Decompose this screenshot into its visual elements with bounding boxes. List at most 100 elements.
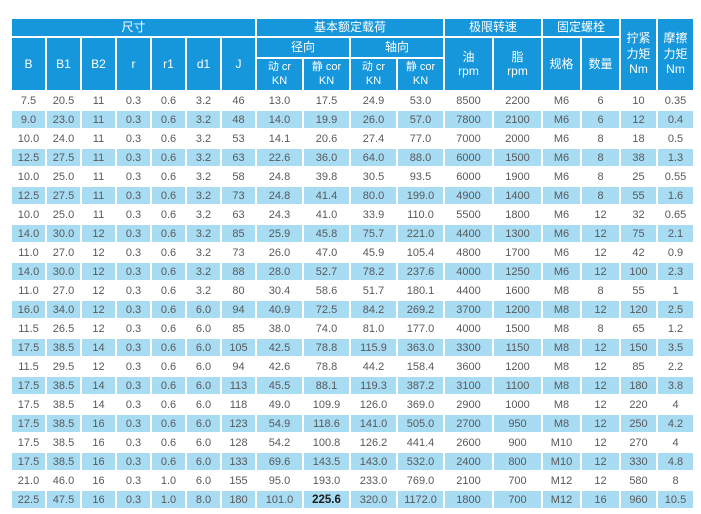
cell: 34.0 — [47, 301, 80, 318]
table-row: 16.0 34.0 12 0.3 0.6 6.0 94 40.9 72.5 84.2 269.2 37… — [12, 301, 693, 318]
cell: 73 — [222, 244, 255, 261]
cell: 8 — [582, 187, 619, 204]
cell: 17.5 — [12, 415, 45, 432]
cell: 4400 — [445, 282, 492, 299]
cell: 0.3 — [117, 92, 150, 109]
cell: 69.6 — [257, 453, 302, 470]
cell: 0.3 — [117, 111, 150, 128]
cell: 3.2 — [187, 168, 220, 185]
cell: 2.3 — [658, 263, 693, 280]
cell: 24.0 — [47, 130, 80, 147]
cell: 0.6 — [152, 301, 185, 318]
cell: 155 — [222, 472, 255, 489]
cell: 38.5 — [47, 415, 80, 432]
cell: 54.2 — [257, 434, 302, 451]
cell: 16 — [82, 434, 115, 451]
cell: 4900 — [445, 187, 492, 204]
cell: 30.0 — [47, 225, 80, 242]
cell: 32 — [621, 206, 656, 223]
cell: 53.0 — [398, 92, 443, 109]
cell: 38.0 — [257, 320, 302, 337]
cell: 0.3 — [117, 434, 150, 451]
cell: 58 — [222, 168, 255, 185]
subgroup-header-axial: 轴向 — [351, 38, 443, 57]
cell: 75 — [621, 225, 656, 242]
cell: 45.9 — [351, 244, 396, 261]
cell: 12 — [582, 339, 619, 356]
cell: 0.6 — [152, 149, 185, 166]
cell: 12 — [582, 263, 619, 280]
cell: 2200 — [494, 92, 541, 109]
cell: 11 — [82, 187, 115, 204]
cell: 1150 — [494, 339, 541, 356]
col-header-tightening-torque: 拧紧 力矩 Nm — [621, 19, 656, 90]
cell: 38.5 — [47, 377, 80, 394]
cell: 6.0 — [187, 358, 220, 375]
table-row: 17.5 38.5 16 0.3 0.6 6.0 123 54.9 118.6 141.0 505.… — [12, 415, 693, 432]
cell: 3.2 — [187, 244, 220, 261]
cell: 1600 — [494, 282, 541, 299]
cell: 95.0 — [257, 472, 302, 489]
cell: 30.4 — [257, 282, 302, 299]
cell: 12 — [82, 282, 115, 299]
cell: 17.5 — [12, 434, 45, 451]
cell: 47.0 — [304, 244, 349, 261]
cell: 221.0 — [398, 225, 443, 242]
cell: M10 — [543, 453, 580, 470]
cell: 0.3 — [117, 301, 150, 318]
cell: 63 — [222, 206, 255, 223]
cell: 4000 — [445, 320, 492, 337]
cell: 88.1 — [304, 377, 349, 394]
cell: 88.0 — [398, 149, 443, 166]
cell: 14.1 — [257, 130, 302, 147]
table-row: 17.5 38.5 14 0.3 0.6 6.0 113 45.5 88.1 119.3 387.2… — [12, 377, 693, 394]
cell: 5500 — [445, 206, 492, 223]
cell: 38.5 — [47, 453, 80, 470]
cell: 0.6 — [152, 244, 185, 261]
cell: 2100 — [494, 111, 541, 128]
cell: 12 — [582, 472, 619, 489]
cell: 0.55 — [658, 168, 693, 185]
cell: 12 — [582, 377, 619, 394]
cell: 72.5 — [304, 301, 349, 318]
cell: 27.5 — [47, 187, 80, 204]
cell: 11.5 — [12, 320, 45, 337]
cell: 113 — [222, 377, 255, 394]
cell: 0.3 — [117, 453, 150, 470]
cell: 30.5 — [351, 168, 396, 185]
cell: 6.0 — [187, 377, 220, 394]
cell: 0.6 — [152, 282, 185, 299]
cell: 20.5 — [47, 92, 80, 109]
cell: 441.4 — [398, 434, 443, 451]
cell: 110.0 — [398, 206, 443, 223]
cell: 3100 — [445, 377, 492, 394]
cell: 1 — [658, 282, 693, 299]
cell: 8 — [582, 282, 619, 299]
cell: 19.9 — [304, 111, 349, 128]
cell: 25.0 — [47, 206, 80, 223]
cell: 57.0 — [398, 111, 443, 128]
cell: 73 — [222, 187, 255, 204]
cell: 24.3 — [257, 206, 302, 223]
cell: M6 — [543, 149, 580, 166]
cell: 7000 — [445, 130, 492, 147]
cell: M6 — [543, 92, 580, 109]
cell: 3.2 — [187, 263, 220, 280]
cell: 3.2 — [187, 282, 220, 299]
cell: 38.5 — [47, 396, 80, 413]
cell: 0.6 — [152, 263, 185, 280]
cell: 126.0 — [351, 396, 396, 413]
cell: 17.5 — [12, 396, 45, 413]
table-row: 10.0 25.0 11 0.3 0.6 3.2 63 24.3 41.0 33.9 110.0 55… — [12, 206, 693, 223]
cell: 12 — [582, 453, 619, 470]
cell: 12 — [582, 225, 619, 242]
cell: 101.0 — [257, 491, 302, 508]
cell: 27.4 — [351, 130, 396, 147]
cell: 0.3 — [117, 396, 150, 413]
cell: 10.5 — [658, 491, 693, 508]
cell: M10 — [543, 434, 580, 451]
cell: 237.6 — [398, 263, 443, 280]
cell: 1172.0 — [398, 491, 443, 508]
cell: 0.6 — [152, 377, 185, 394]
